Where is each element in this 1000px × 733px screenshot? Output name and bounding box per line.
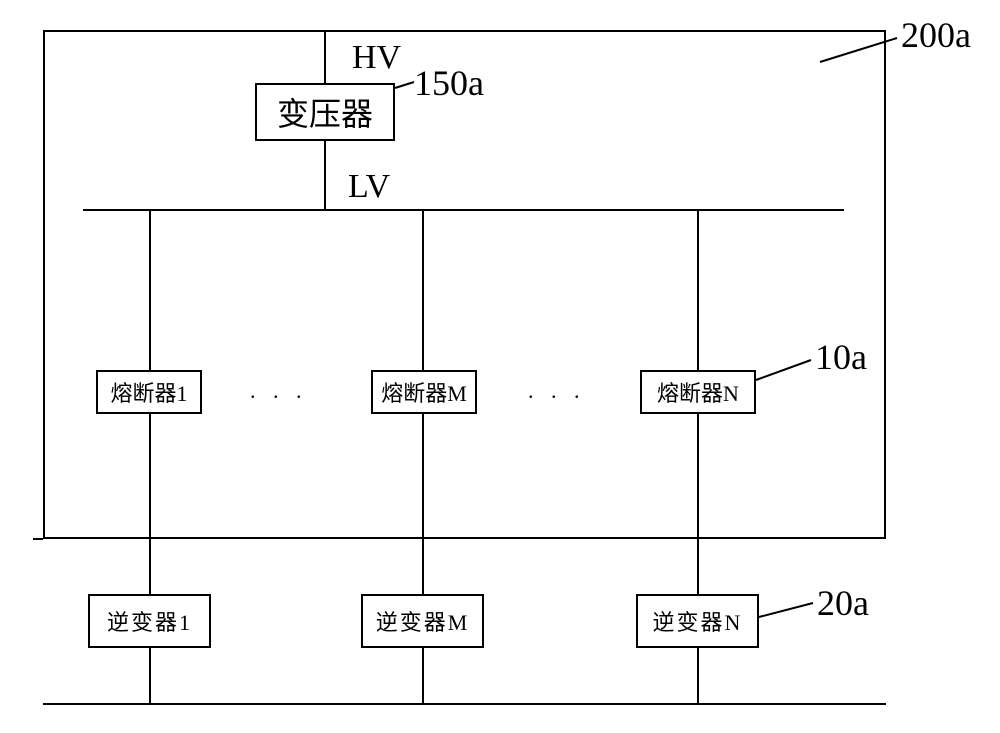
inverter-label-m: 逆变器M [376, 605, 470, 637]
label-ref-200a: 200a [901, 14, 971, 56]
inverter-box-1: 逆变器1 [88, 594, 211, 648]
label-hv: HV [352, 39, 401, 77]
fuse-box-n: 熔断器N [640, 370, 756, 414]
label-ref-20a: 20a [817, 582, 869, 624]
fuse-label-m: 熔断器M [381, 376, 467, 408]
inverter-box-m: 逆变器M [361, 594, 484, 648]
dots-2: . . . [528, 378, 586, 404]
label-lv: LV [348, 168, 390, 206]
label-ref-10a: 10a [815, 336, 867, 378]
wire-fuse2-down [422, 414, 424, 594]
inverter-label-1: 逆变器1 [107, 605, 192, 637]
tick-bottom-left [33, 538, 43, 540]
wire-lv-bus [83, 209, 844, 211]
fuse-label-n: 熔断器N [657, 376, 739, 408]
wire-tr-to-bus [324, 141, 326, 209]
wire-inv3-down [697, 648, 699, 703]
transformer-box: 变压器 [255, 83, 395, 141]
wire-drop-2 [422, 209, 424, 370]
wire-fuse3-down [697, 414, 699, 594]
wire-inv2-down [422, 648, 424, 703]
wire-drop-3 [697, 209, 699, 370]
fuse-box-m: 熔断器M [371, 370, 477, 414]
label-ref-150a: 150a [414, 62, 484, 104]
fuse-label-1: 熔断器1 [110, 376, 187, 408]
wire-bottom-bus [43, 703, 886, 705]
wire-drop-1 [149, 209, 151, 370]
fuse-box-1: 熔断器1 [96, 370, 202, 414]
wire-inv1-down [149, 648, 151, 703]
diagram-root: HV 变压器 150a LV 熔断器1 . . . 熔断器M . . . 熔断器… [0, 0, 1000, 733]
wire-fuse1-down [149, 414, 151, 594]
dots-1: . . . [250, 378, 308, 404]
inverter-box-n: 逆变器N [636, 594, 759, 648]
wire-hv-stub [324, 30, 326, 83]
inverter-label-n: 逆变器N [653, 605, 743, 637]
transformer-label: 变压器 [277, 89, 373, 135]
outer-enclosure [43, 30, 886, 539]
